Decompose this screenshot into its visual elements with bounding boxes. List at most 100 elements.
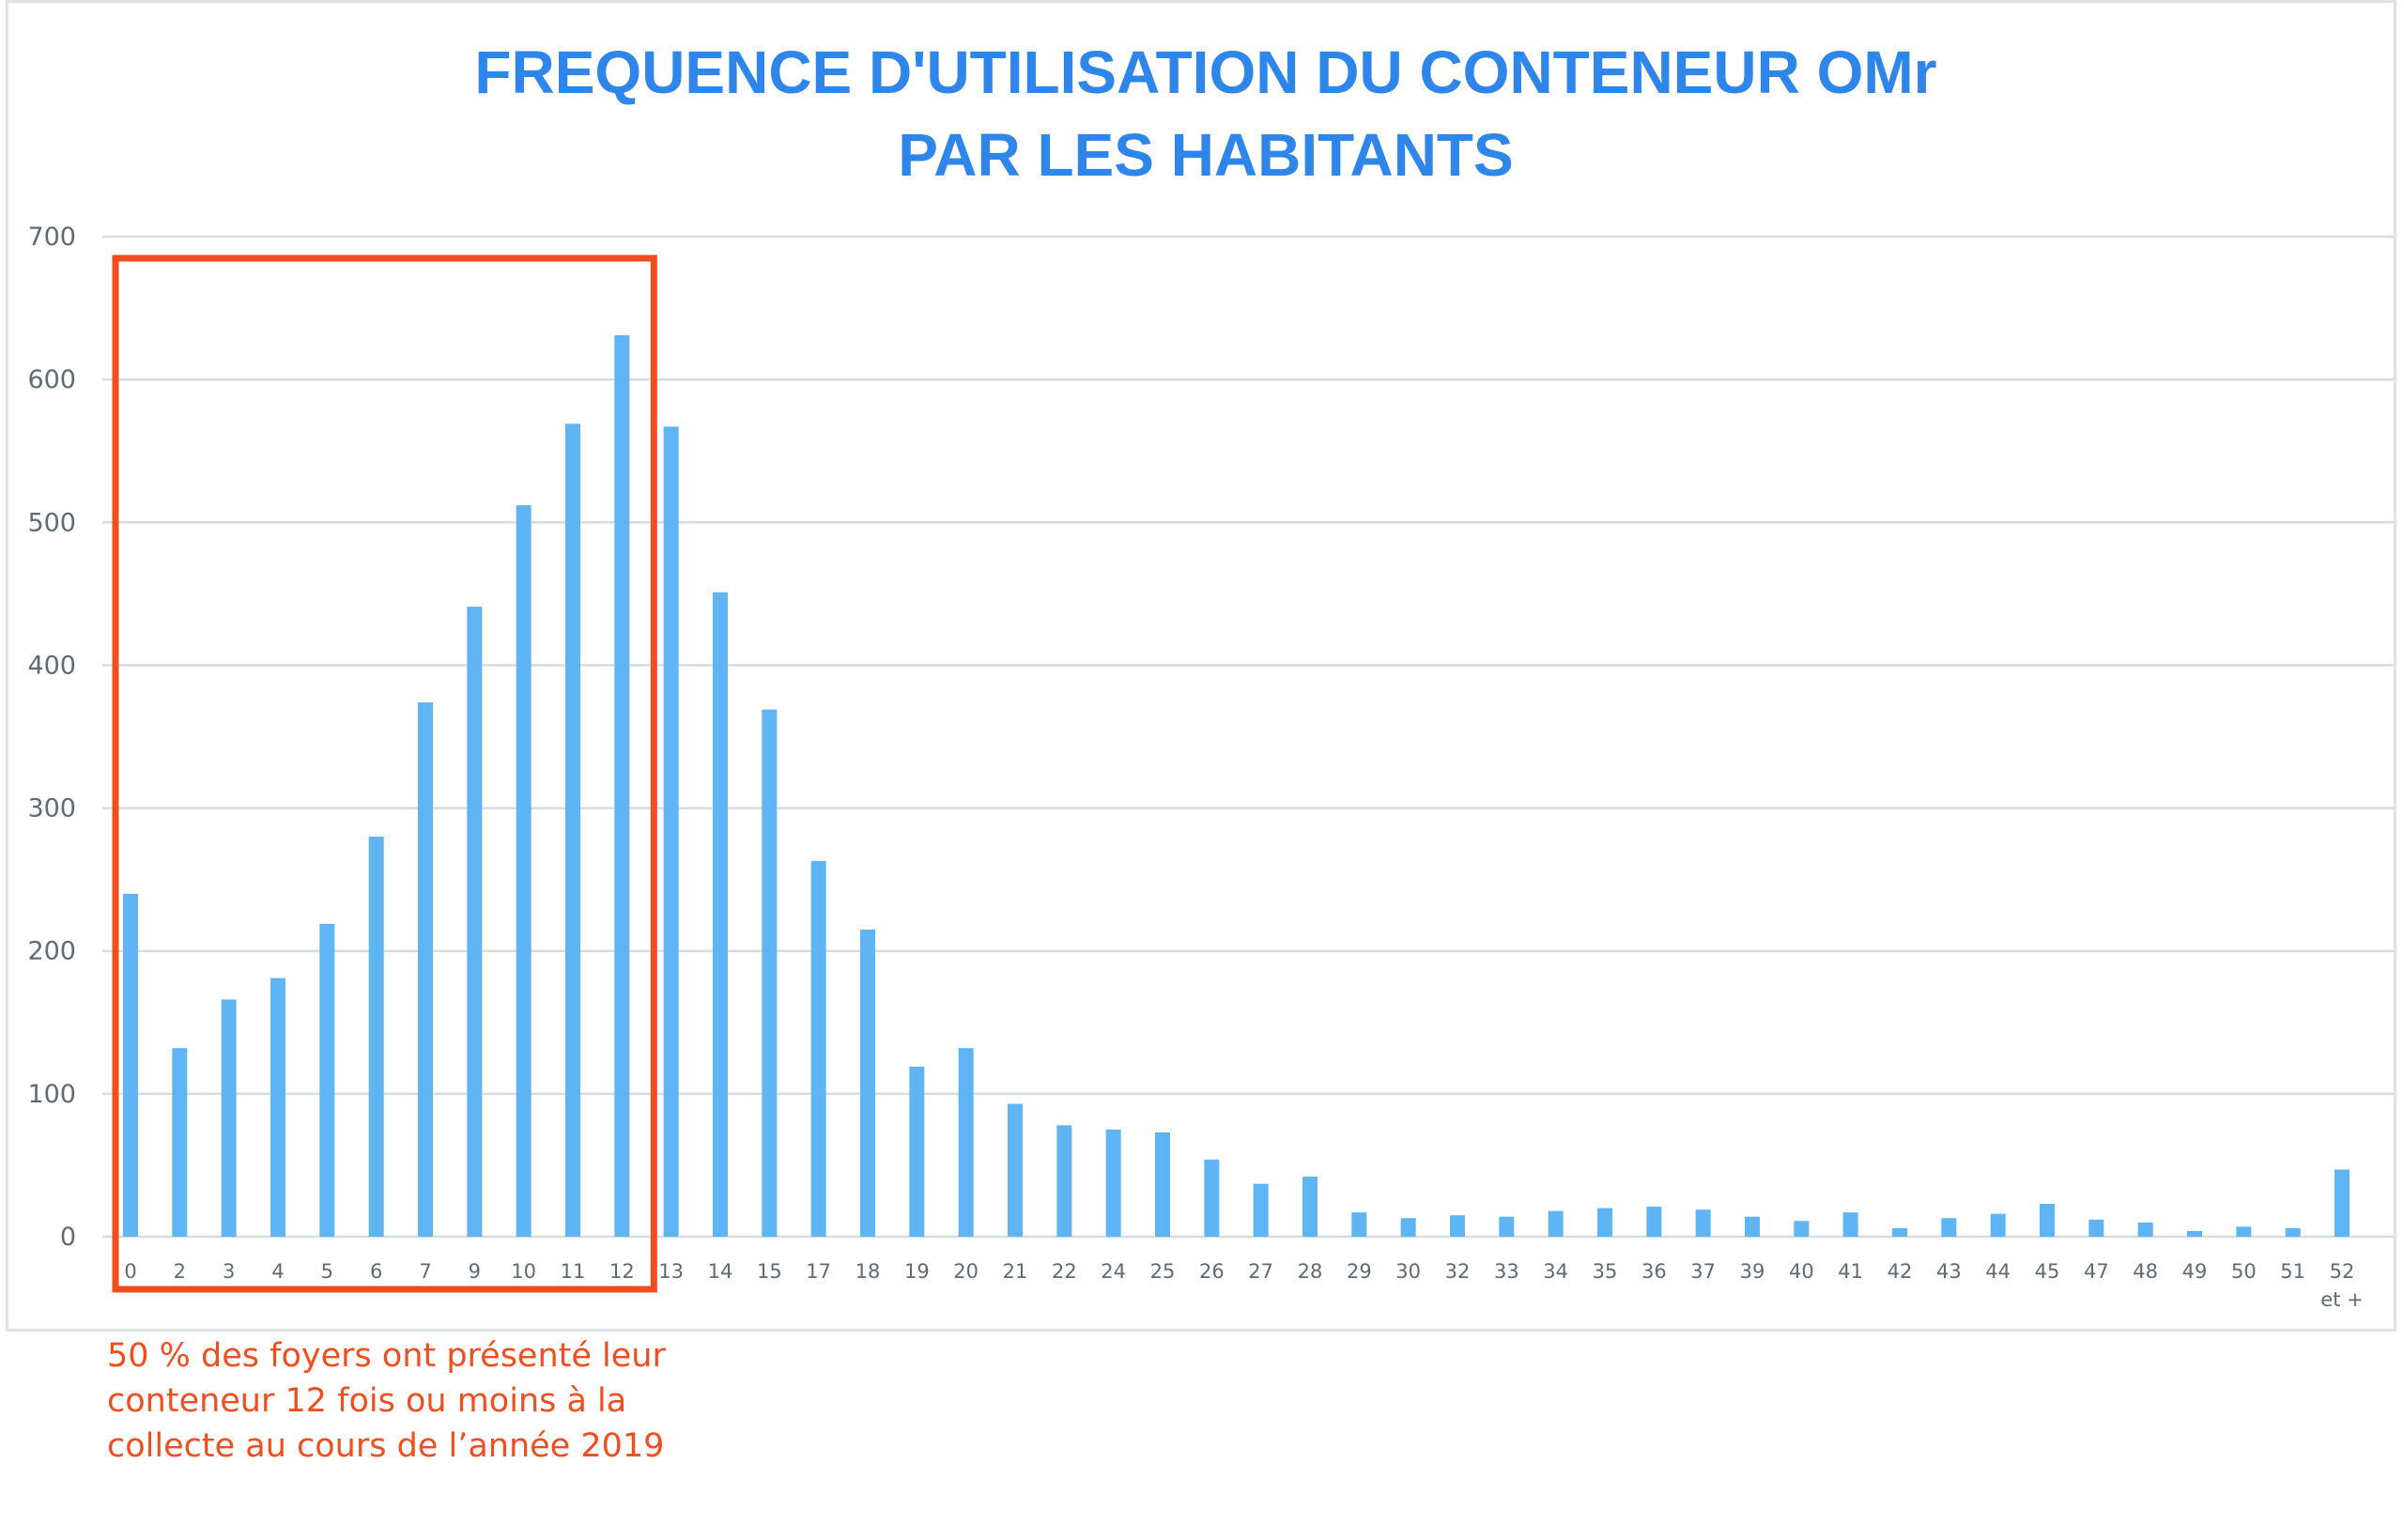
x-tick-label: 10 xyxy=(511,1260,536,1283)
bar xyxy=(1745,1216,1760,1237)
bar xyxy=(1646,1207,1662,1237)
bar xyxy=(516,505,532,1237)
x-tick-label: 36 xyxy=(1641,1260,1667,1283)
x-tick-label: 52 xyxy=(2330,1260,2355,1283)
bar xyxy=(614,334,630,1237)
bar xyxy=(368,837,384,1237)
bar xyxy=(958,1048,974,1237)
gridlines xyxy=(102,235,2394,1239)
bar xyxy=(565,424,580,1237)
y-tick-label: 600 xyxy=(27,365,76,394)
bar xyxy=(467,607,483,1237)
bar xyxy=(1941,1218,1957,1237)
bar xyxy=(663,426,679,1238)
x-tick-label: 30 xyxy=(1395,1260,1421,1283)
x-tick-label: 45 xyxy=(2035,1260,2060,1283)
x-tick-label: 26 xyxy=(1199,1260,1225,1283)
y-tick-label: 500 xyxy=(27,508,76,537)
x-tick-label: 13 xyxy=(658,1260,684,1283)
x-tick-label: 39 xyxy=(1740,1260,1765,1283)
x-tick-label: 28 xyxy=(1298,1260,1323,1283)
bar xyxy=(270,978,285,1237)
x-tick-label: 22 xyxy=(1052,1260,1077,1283)
bar xyxy=(1695,1209,1711,1237)
bar xyxy=(2088,1219,2104,1237)
x-tick-label: 37 xyxy=(1690,1260,1716,1283)
bar xyxy=(1990,1213,2006,1237)
x-tick-label: 48 xyxy=(2133,1260,2158,1283)
x-tick-label: 0 xyxy=(124,1260,136,1283)
bar xyxy=(860,929,875,1237)
y-tick-label: 0 xyxy=(60,1223,76,1252)
x-tick-label: 14 xyxy=(708,1260,733,1283)
x-tick-label: 35 xyxy=(1593,1260,1618,1283)
bar xyxy=(1008,1103,1023,1237)
bar xyxy=(1056,1125,1072,1237)
bar xyxy=(810,860,826,1237)
x-tick-label: 7 xyxy=(419,1260,431,1283)
y-tick-label: 400 xyxy=(27,651,76,680)
x-tick-label: 34 xyxy=(1543,1260,1568,1283)
x-tick-label: 24 xyxy=(1101,1260,1126,1283)
y-tick-label: 200 xyxy=(27,937,76,966)
y-tick-label: 100 xyxy=(27,1080,76,1109)
x-tick-label: 41 xyxy=(1838,1260,1863,1283)
x-tick-label: 21 xyxy=(1003,1260,1028,1283)
bar xyxy=(1892,1227,1907,1237)
y-tick-label: 700 xyxy=(27,223,76,252)
bar xyxy=(2236,1226,2252,1237)
bar xyxy=(1499,1216,1515,1237)
x-tick-label: 9 xyxy=(469,1260,481,1283)
x-tick-label: 6 xyxy=(370,1260,382,1283)
bar xyxy=(1548,1210,1564,1237)
x-tick-label: 25 xyxy=(1150,1260,1176,1283)
bar xyxy=(909,1066,925,1237)
x-tick-label: 47 xyxy=(2084,1260,2109,1283)
x-tick-label: 43 xyxy=(1936,1260,1962,1283)
x-tick-label: 50 xyxy=(2231,1260,2257,1283)
x-tick-label: 27 xyxy=(1248,1260,1273,1283)
bar xyxy=(1253,1183,1269,1237)
bar xyxy=(2187,1230,2202,1237)
bar xyxy=(1450,1215,1465,1237)
x-tick-label: 17 xyxy=(806,1260,831,1283)
x-tick-label: 11 xyxy=(561,1260,586,1283)
y-tick-label: 300 xyxy=(27,794,76,824)
bar xyxy=(1204,1159,1220,1237)
bar xyxy=(1155,1132,1170,1237)
bar xyxy=(2040,1204,2055,1237)
bar xyxy=(123,893,138,1237)
x-tick-suffix-label: et + xyxy=(2320,1288,2363,1311)
bar xyxy=(2335,1169,2350,1237)
bar xyxy=(221,999,237,1237)
x-tick-label: 42 xyxy=(1888,1260,1913,1283)
x-tick-label: 18 xyxy=(855,1260,881,1283)
bar xyxy=(1842,1212,1858,1237)
bar xyxy=(1597,1208,1612,1237)
x-tick-label: 3 xyxy=(223,1260,235,1283)
bar xyxy=(1351,1212,1367,1237)
x-tick-label: 40 xyxy=(1789,1260,1814,1283)
bar xyxy=(1794,1221,1810,1237)
x-tick-label: 5 xyxy=(321,1260,333,1283)
x-tick-label: 49 xyxy=(2182,1260,2208,1283)
x-tick-label: 15 xyxy=(757,1260,782,1283)
x-tick-label: 12 xyxy=(609,1260,635,1283)
chart-frame: FREQUENCE D'UTILISATION DU CONTENEUR OMr… xyxy=(6,0,2396,1332)
x-tick-label: 44 xyxy=(1985,1260,2011,1283)
bar xyxy=(1400,1218,1416,1237)
bar xyxy=(2137,1222,2153,1237)
x-tick-label: 51 xyxy=(2280,1260,2305,1283)
bar xyxy=(1302,1177,1318,1237)
bar xyxy=(2285,1227,2301,1237)
chart-title-line-2: PAR LES HABITANTS xyxy=(898,121,1513,189)
x-tick-label: 2 xyxy=(174,1260,186,1283)
x-tick-label: 19 xyxy=(904,1260,930,1283)
highlight-box xyxy=(112,254,657,1293)
bars xyxy=(123,334,2350,1238)
bar xyxy=(319,923,335,1237)
chart-title-line-1: FREQUENCE D'UTILISATION DU CONTENEUR OMr xyxy=(474,38,1936,106)
x-tick-label: 29 xyxy=(1347,1260,1372,1283)
x-tick-label: 33 xyxy=(1494,1260,1519,1283)
bar xyxy=(172,1048,188,1237)
